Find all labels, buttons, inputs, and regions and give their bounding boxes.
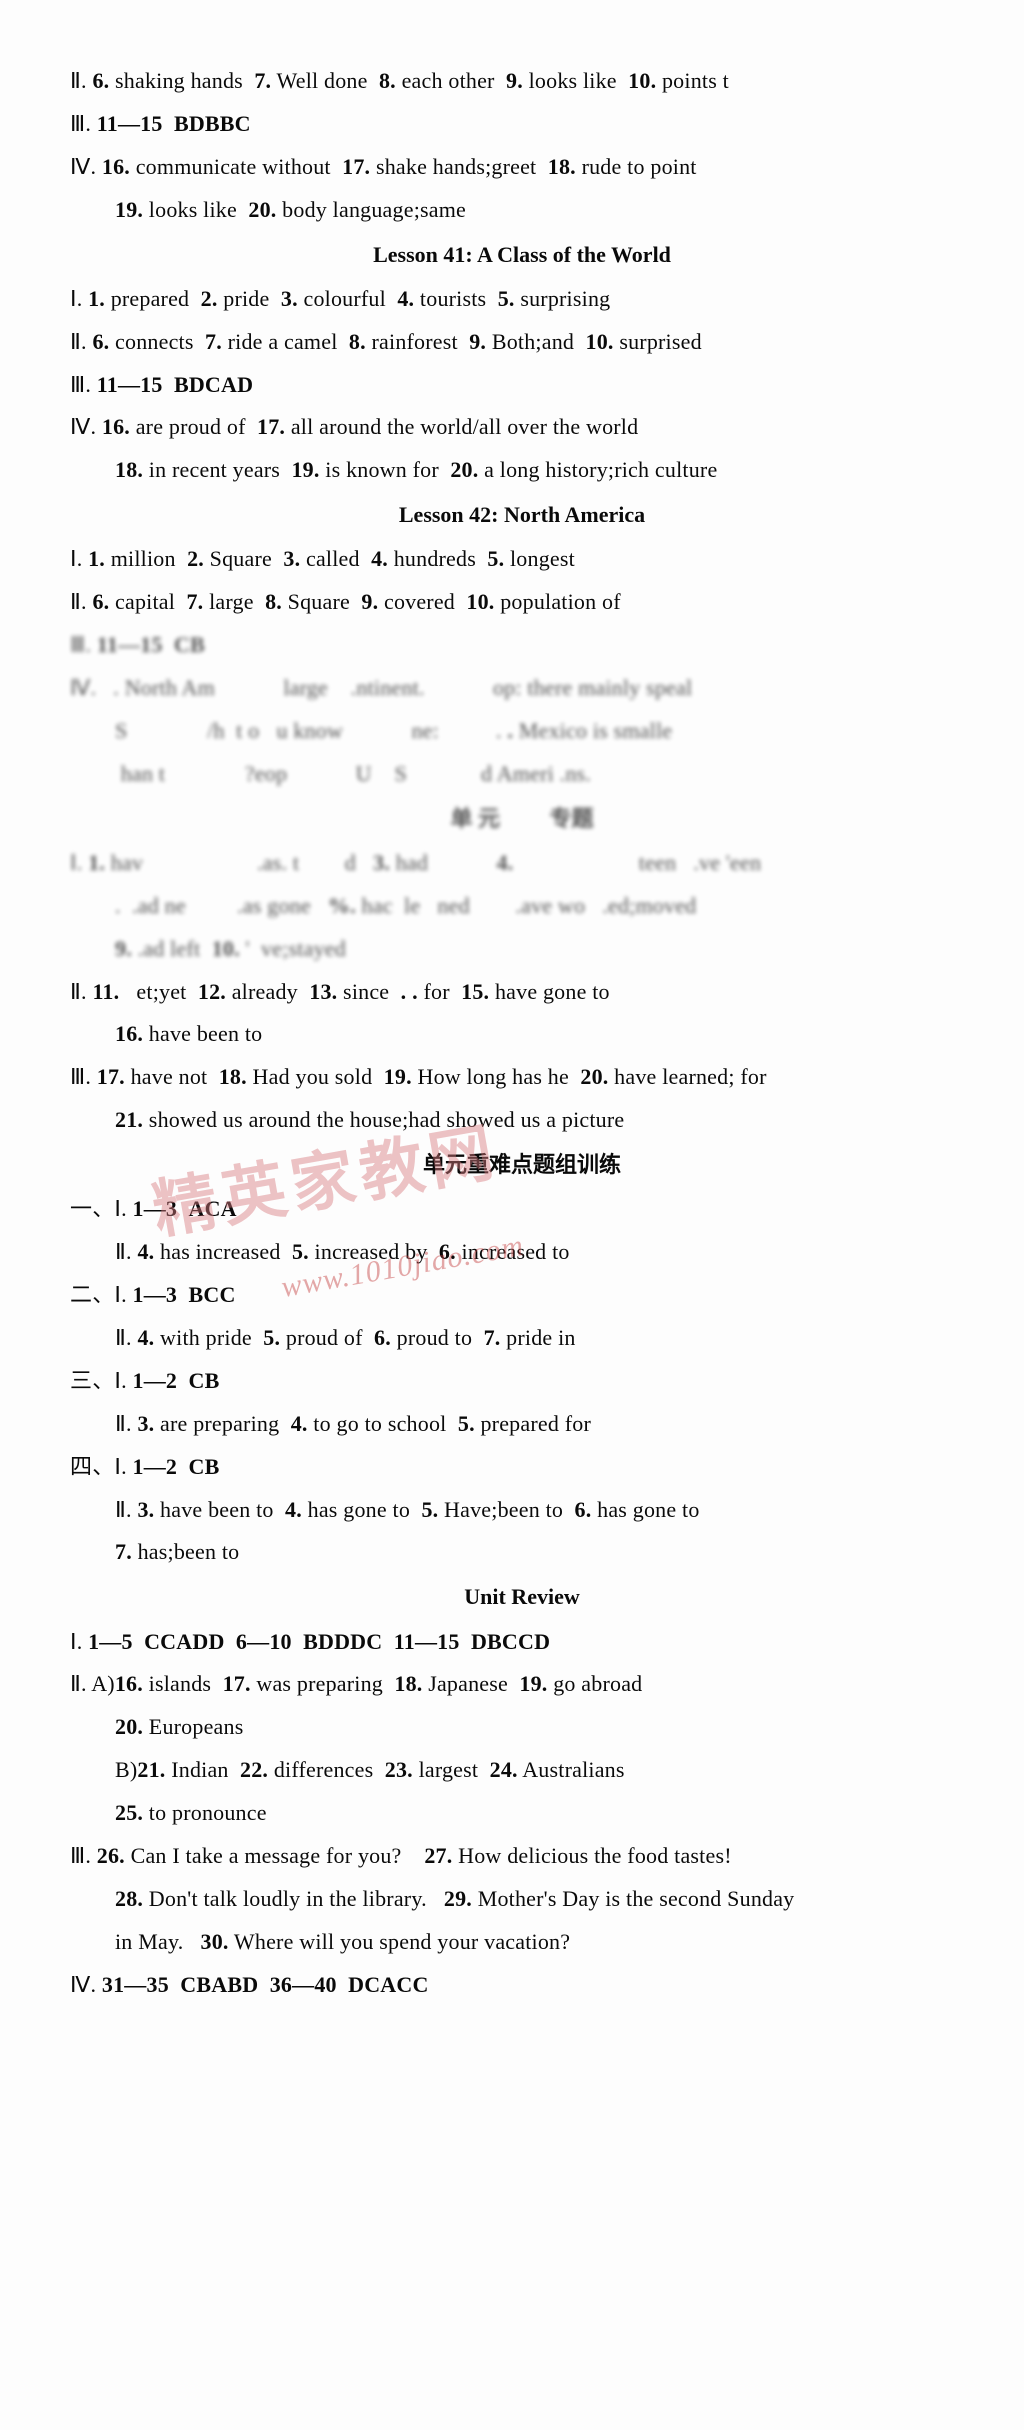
text-line: 三、Ⅰ. 1—2 CB	[70, 1360, 974, 1403]
text-line: han t ?eop U S d Ameri .ns.	[70, 753, 974, 796]
text-line: 单 元 专题	[70, 796, 974, 842]
text-line: Ⅱ. 11. et;yet 12. already 13. since . . …	[70, 971, 974, 1014]
text-line: Ⅳ. 16. are proud of 17. all around the w…	[70, 406, 974, 449]
text-line: Ⅲ. 11—15 BDCAD	[70, 364, 974, 407]
text-line: Unit Review	[70, 1574, 974, 1620]
text-line: 16. have been to	[70, 1013, 974, 1056]
text-line: 四、Ⅰ. 1—2 CB	[70, 1446, 974, 1489]
answer-key-page: Ⅱ. 6. shaking hands 7. Well done 8. each…	[70, 60, 974, 2007]
text-line: Ⅲ. 26. Can I take a message for you? 27.…	[70, 1835, 974, 1878]
text-line: Ⅱ. 6. connects 7. ride a camel 8. rainfo…	[70, 321, 974, 364]
text-line: Ⅲ. 17. have not 18. Had you sold 19. How…	[70, 1056, 974, 1099]
text-line: Ⅱ. 3. have been to 4. has gone to 5. Hav…	[70, 1489, 974, 1532]
text-line: 21. showed us around the house;had showe…	[70, 1099, 974, 1142]
text-line: Ⅳ. 31—35 CBABD 36—40 DCACC	[70, 1964, 974, 2007]
text-line: 二、Ⅰ. 1—3 BCC	[70, 1274, 974, 1317]
text-line: Ⅰ. 1—5 CCADD 6—10 BDDDC 11—15 DBCCD	[70, 1621, 974, 1664]
text-line: Ⅰ. 1. hav .as. t d 3. had 4. teen .ve 'e…	[70, 842, 974, 885]
text-line: Ⅱ. 6. shaking hands 7. Well done 8. each…	[70, 60, 974, 103]
text-line: 25. to pronounce	[70, 1792, 974, 1835]
text-line: Ⅰ. 1. prepared 2. pride 3. colourful 4. …	[70, 278, 974, 321]
text-line: . .ad ne .as gone %. hac le ned .ave wo …	[70, 885, 974, 928]
text-line: 7. has;been to	[70, 1531, 974, 1574]
text-line: 单元重难点题组训练	[70, 1142, 974, 1188]
text-line: 20. Europeans	[70, 1706, 974, 1749]
text-line: Ⅱ. 6. capital 7. large 8. Square 9. cove…	[70, 581, 974, 624]
text-line: Ⅱ. A)16. islands 17. was preparing 18. J…	[70, 1663, 974, 1706]
text-line: S /h t o u know ne: . . Mexico is smalle	[70, 710, 974, 753]
text-line: Ⅱ. 4. has increased 5. increased by 6. i…	[70, 1231, 974, 1274]
text-line: Ⅳ. 16. communicate without 17. shake han…	[70, 146, 974, 189]
text-line: 一、Ⅰ. 1—3 ACA	[70, 1188, 974, 1231]
text-line: 19. looks like 20. body language;same	[70, 189, 974, 232]
text-line: 9. .ad left 10. ' ve;stayed	[70, 928, 974, 971]
text-line: Ⅱ. 4. with pride 5. proud of 6. proud to…	[70, 1317, 974, 1360]
text-line: 18. in recent years 19. is known for 20.…	[70, 449, 974, 492]
text-line: Ⅰ. 1. million 2. Square 3. called 4. hun…	[70, 538, 974, 581]
text-line: Lesson 42: North America	[70, 492, 974, 538]
text-line: Lesson 41: A Class of the World	[70, 232, 974, 278]
text-line: 28. Don't talk loudly in the library. 29…	[70, 1878, 974, 1921]
text-line: Ⅳ. . North Am large .ntinent. op: there …	[70, 667, 974, 710]
text-line: Ⅱ. 3. are preparing 4. to go to school 5…	[70, 1403, 974, 1446]
text-line: in May. 30. Where will you spend your va…	[70, 1921, 974, 1964]
text-line: Ⅲ. 11—15 BDBBC	[70, 103, 974, 146]
text-line: B)21. Indian 22. differences 23. largest…	[70, 1749, 974, 1792]
text-line: Ⅲ. 11—15 CB	[70, 624, 974, 667]
